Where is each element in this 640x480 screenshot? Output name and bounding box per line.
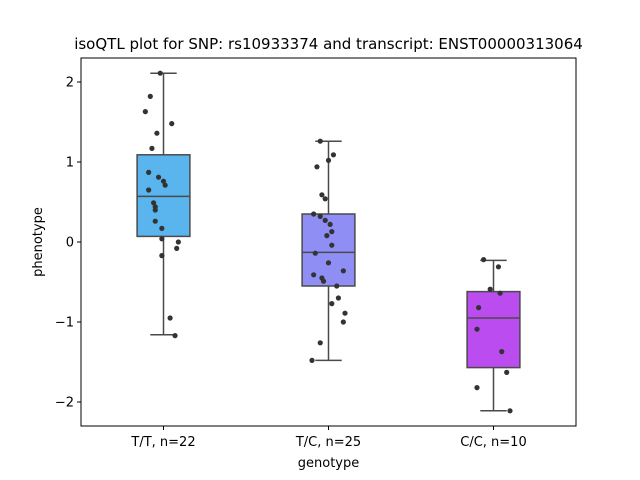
data-point: [174, 245, 180, 251]
points-layer: [142, 70, 513, 414]
chart-title: isoQTL plot for SNP: rs10933374 and tran…: [74, 35, 583, 53]
data-point: [175, 239, 181, 245]
data-point: [314, 164, 320, 170]
data-point: [340, 319, 346, 325]
data-point: [342, 310, 348, 316]
data-point: [159, 236, 165, 242]
data-point: [327, 221, 333, 227]
data-point: [311, 272, 317, 278]
data-point: [317, 138, 323, 144]
data-point: [497, 290, 503, 296]
data-point: [312, 250, 318, 256]
data-point: [476, 305, 482, 311]
data-point: [146, 187, 152, 193]
data-point: [507, 408, 513, 414]
data-point: [325, 157, 332, 163]
data-point: [487, 286, 493, 292]
y-tick-label: −2: [55, 396, 74, 411]
data-point: [322, 196, 328, 202]
data-point: [481, 257, 487, 263]
data-point: [335, 295, 341, 301]
data-point: [317, 213, 323, 219]
y-tick-label: −1: [55, 316, 74, 331]
data-point: [340, 268, 346, 274]
x-tick-label: T/T, n=22: [130, 435, 195, 450]
data-point: [499, 349, 505, 355]
data-point: [152, 207, 158, 213]
data-point: [324, 233, 330, 239]
data-point: [142, 109, 148, 115]
y-tick-label: 0: [66, 236, 74, 251]
data-point: [474, 385, 480, 391]
y-tick-label: 2: [66, 76, 74, 91]
data-point: [329, 229, 335, 235]
data-point: [149, 145, 155, 151]
y-tick-label: 1: [66, 156, 74, 171]
y-axis-label: phenotype: [31, 207, 46, 277]
data-point: [317, 340, 323, 346]
data-point: [157, 70, 163, 76]
data-point: [155, 174, 162, 180]
boxes-layer: [136, 72, 521, 412]
data-point: [329, 242, 335, 248]
box-0: [136, 154, 191, 238]
data-point: [160, 178, 167, 184]
data-point: [167, 315, 173, 321]
data-point: [319, 192, 325, 198]
x-tick-label: T/C, n=25: [295, 435, 361, 450]
data-point: [159, 225, 165, 231]
data-point: [146, 169, 152, 175]
data-point: [311, 211, 317, 217]
data-point: [159, 253, 165, 259]
data-point: [334, 283, 340, 289]
data-point: [172, 333, 178, 339]
data-point: [320, 278, 327, 284]
axes-layer: −2 −1 0 1 2 T/T, n=22 T/C, n=25 C/C, n=10: [55, 57, 577, 450]
data-point: [151, 200, 157, 206]
data-point: [329, 301, 335, 307]
data-point: [330, 152, 337, 158]
data-point: [495, 264, 502, 270]
data-point: [474, 326, 480, 332]
data-point: [322, 217, 328, 223]
data-point: [154, 130, 160, 136]
x-axis-label: genotype: [298, 456, 359, 471]
data-point: [162, 182, 168, 188]
data-point: [325, 260, 332, 266]
data-point: [504, 369, 510, 375]
data-point: [169, 121, 175, 127]
data-point: [147, 93, 153, 99]
x-tick-label: C/C, n=10: [460, 435, 526, 450]
data-point: [309, 357, 315, 363]
data-point: [152, 218, 158, 224]
